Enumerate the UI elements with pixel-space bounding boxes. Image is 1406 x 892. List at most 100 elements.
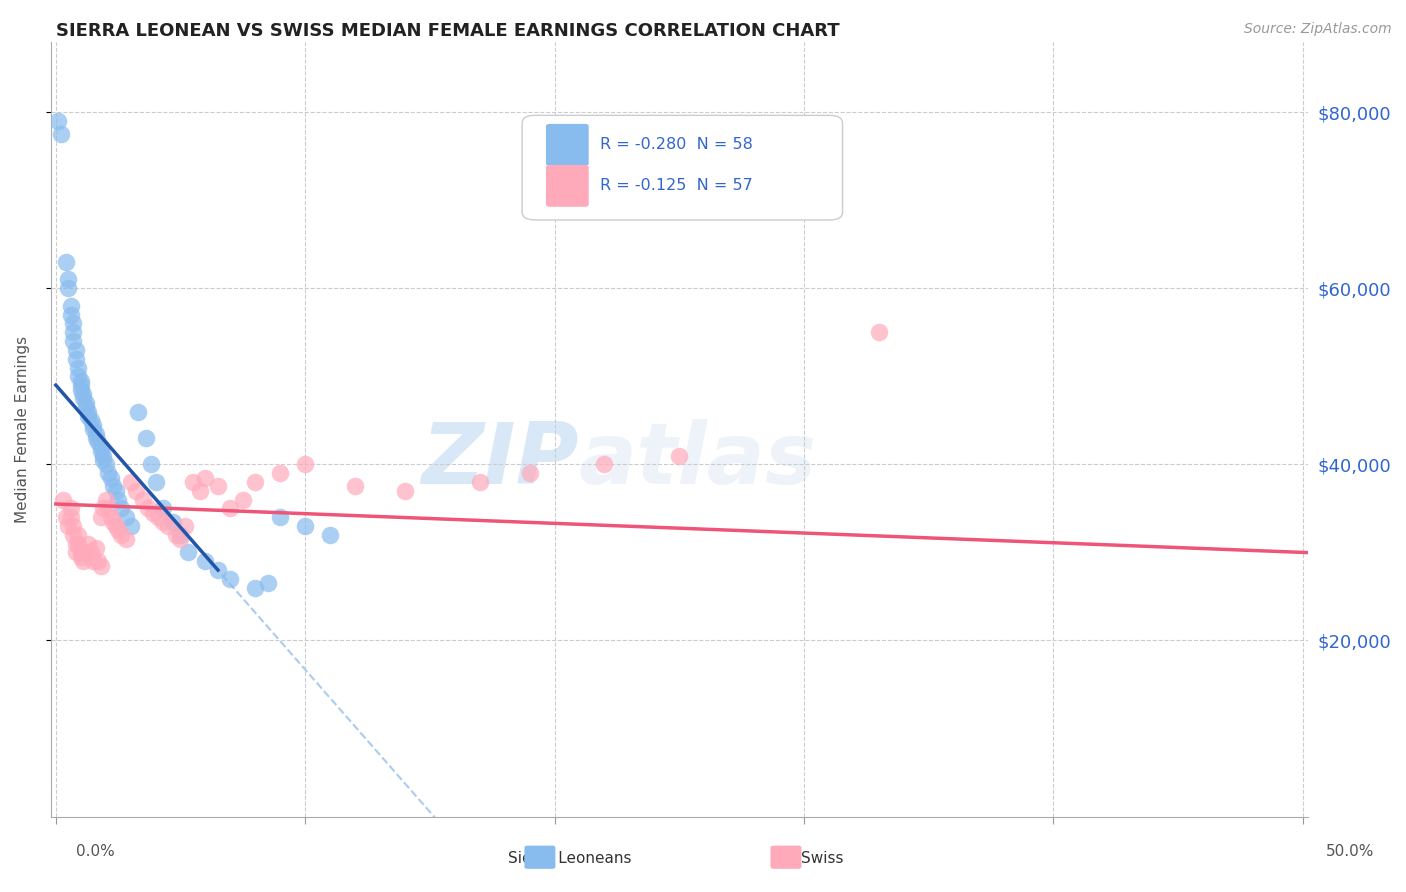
- Point: [668, 449, 690, 463]
- Point: [868, 326, 890, 340]
- Point: [67, 528, 90, 542]
- Point: [319, 528, 342, 542]
- Point: [65, 351, 87, 366]
- Text: atlas: atlas: [579, 418, 817, 501]
- Point: [80, 413, 103, 427]
- Point: [90, 510, 112, 524]
- Point: [152, 515, 174, 529]
- Point: [152, 501, 174, 516]
- Point: [519, 466, 541, 480]
- Text: R = -0.125  N = 57: R = -0.125 N = 57: [600, 178, 752, 193]
- Point: [100, 470, 122, 484]
- Point: [82, 554, 104, 568]
- Point: [219, 501, 242, 516]
- Point: [58, 519, 80, 533]
- Text: 50.0%: 50.0%: [1326, 845, 1374, 859]
- Point: [344, 479, 367, 493]
- Point: [181, 475, 204, 489]
- Point: [194, 470, 217, 484]
- Point: [58, 272, 80, 286]
- Point: [49, 127, 72, 141]
- Point: [91, 449, 114, 463]
- Point: [69, 383, 91, 397]
- Point: [65, 343, 87, 357]
- Point: [294, 519, 316, 533]
- Point: [146, 510, 169, 524]
- Point: [84, 541, 107, 555]
- Point: [59, 510, 82, 524]
- FancyBboxPatch shape: [546, 124, 589, 166]
- Point: [394, 483, 416, 498]
- Point: [67, 536, 90, 550]
- Point: [75, 400, 97, 414]
- Point: [593, 458, 616, 472]
- Point: [55, 510, 77, 524]
- Point: [114, 532, 136, 546]
- Point: [100, 510, 122, 524]
- Point: [97, 501, 120, 516]
- Point: [136, 501, 159, 516]
- Point: [69, 374, 91, 388]
- Point: [294, 458, 316, 472]
- Point: [52, 492, 75, 507]
- Point: [142, 506, 165, 520]
- Text: R = -0.280  N = 58: R = -0.280 N = 58: [600, 137, 752, 153]
- Point: [46, 114, 69, 128]
- Point: [194, 554, 217, 568]
- Point: [80, 545, 103, 559]
- Point: [127, 404, 149, 418]
- Text: SIERRA LEONEAN VS SWISS MEDIAN FEMALE EARNINGS CORRELATION CHART: SIERRA LEONEAN VS SWISS MEDIAN FEMALE EA…: [56, 22, 839, 40]
- Point: [169, 532, 191, 546]
- FancyBboxPatch shape: [522, 115, 842, 220]
- Point: [84, 426, 107, 441]
- Point: [132, 492, 155, 507]
- Point: [72, 392, 94, 406]
- Point: [177, 545, 200, 559]
- Point: [145, 475, 167, 489]
- Point: [101, 515, 124, 529]
- Point: [232, 492, 254, 507]
- Point: [90, 440, 112, 454]
- Point: [87, 554, 110, 568]
- Point: [219, 572, 242, 586]
- Point: [107, 524, 129, 538]
- Point: [139, 458, 162, 472]
- Point: [162, 515, 184, 529]
- Point: [91, 453, 114, 467]
- Point: [82, 422, 104, 436]
- Point: [174, 519, 197, 533]
- Point: [75, 395, 97, 409]
- Point: [110, 501, 132, 516]
- Point: [69, 545, 91, 559]
- Point: [84, 431, 107, 445]
- Point: [72, 387, 94, 401]
- Point: [114, 510, 136, 524]
- Point: [207, 479, 229, 493]
- Point: [59, 299, 82, 313]
- Point: [77, 409, 100, 423]
- Point: [169, 528, 191, 542]
- Point: [90, 558, 112, 573]
- Point: [468, 475, 491, 489]
- Text: Source: ZipAtlas.com: Source: ZipAtlas.com: [1244, 22, 1392, 37]
- Point: [67, 369, 90, 384]
- Point: [165, 528, 187, 542]
- Point: [124, 483, 146, 498]
- Point: [104, 519, 127, 533]
- FancyBboxPatch shape: [546, 165, 589, 207]
- Point: [62, 317, 84, 331]
- Point: [69, 378, 91, 392]
- Text: Sierra Leoneans: Sierra Leoneans: [508, 851, 631, 865]
- Point: [62, 326, 84, 340]
- Text: Swiss: Swiss: [801, 851, 844, 865]
- Point: [62, 334, 84, 348]
- Point: [207, 563, 229, 577]
- Point: [101, 479, 124, 493]
- Point: [245, 581, 267, 595]
- Point: [90, 444, 112, 458]
- Point: [75, 545, 97, 559]
- Point: [190, 483, 212, 498]
- Point: [67, 360, 90, 375]
- Point: [110, 528, 132, 542]
- Point: [157, 519, 180, 533]
